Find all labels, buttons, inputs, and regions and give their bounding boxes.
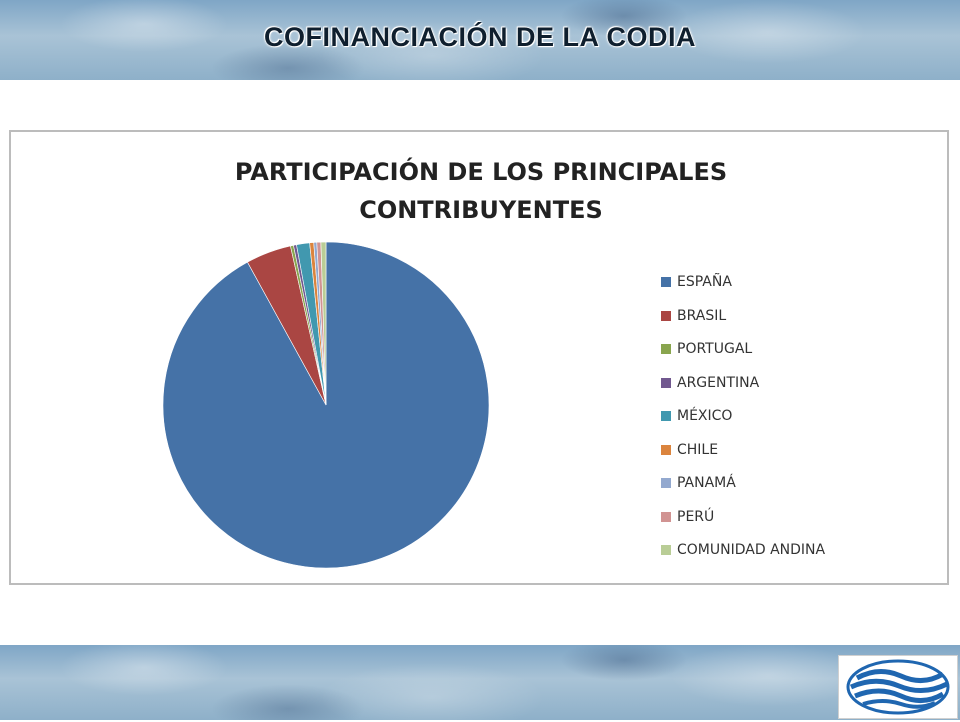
header-water-background xyxy=(0,0,960,80)
legend-swatch xyxy=(661,511,671,522)
legend-swatch xyxy=(661,310,671,321)
legend-label: PANAMÁ xyxy=(677,475,736,491)
legend-swatch xyxy=(661,344,671,354)
codia-logo xyxy=(838,655,958,719)
legend-swatch xyxy=(661,545,671,555)
legend-swatch xyxy=(661,377,671,388)
legend-swatch xyxy=(661,478,671,488)
legend-label: MÉXICO xyxy=(677,408,733,424)
legend-label: COMUNIDAD ANDINA xyxy=(677,542,826,558)
footer-water-background xyxy=(0,645,960,720)
legend-swatch xyxy=(661,411,671,421)
legend-swatch xyxy=(661,444,671,455)
legend-swatch xyxy=(661,277,671,287)
codia-wave-logo-icon xyxy=(846,659,950,715)
legend-label: CHILE xyxy=(677,441,719,458)
pie-chart xyxy=(162,241,490,569)
legend-label: ESPAÑA xyxy=(677,274,732,290)
legend-label: PERÚ xyxy=(677,508,715,525)
chart-title-line-2: CONTRIBUYENTES xyxy=(359,196,603,224)
legend-label: PORTUGAL xyxy=(677,341,753,357)
legend-label: BRASIL xyxy=(677,307,727,324)
pie-chart-frame: PARTICIPACIÓN DE LOS PRINCIPALES CONTRIB… xyxy=(9,130,949,585)
legend-label: ARGENTINA xyxy=(677,374,760,391)
slide-title: COFINANCIACIÓN DE LA CODIA xyxy=(264,22,696,52)
chart-title-line-1: PARTICIPACIÓN DE LOS PRINCIPALES xyxy=(234,158,728,186)
pie-slice-comunidad-andina xyxy=(320,241,327,406)
